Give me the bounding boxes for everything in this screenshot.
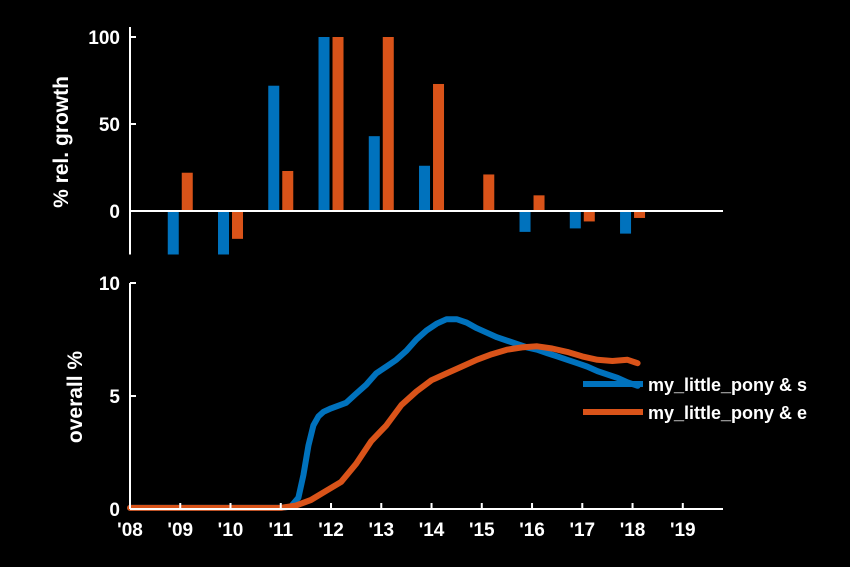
bar-0-4 bbox=[318, 37, 330, 211]
bar-1-3 bbox=[282, 170, 294, 211]
legend-label-e: my_little_pony & e bbox=[648, 403, 807, 423]
line-y-tick-label-1: 5 bbox=[109, 387, 120, 408]
line-x-tick-label-9: '17 bbox=[569, 520, 595, 541]
line-x-tick-label-7: '15 bbox=[469, 520, 495, 541]
bar-y-tick-labels: 0 50 100 bbox=[88, 28, 120, 223]
bar-0-10 bbox=[620, 211, 632, 234]
bar-0-1 bbox=[167, 211, 179, 255]
line-x-tick-label-5: '13 bbox=[368, 520, 394, 541]
bar-1-6 bbox=[433, 83, 445, 211]
line-x-tick-label-8: '16 bbox=[519, 520, 545, 541]
bar-axes bbox=[129, 27, 723, 255]
bar-1-8 bbox=[533, 195, 545, 211]
legend-entry-e: my_little_pony & e bbox=[583, 403, 807, 423]
bar-0-5 bbox=[368, 136, 380, 211]
line-y-tick-label-2: 10 bbox=[99, 274, 120, 295]
line-marks bbox=[127, 316, 641, 511]
bar-0-3 bbox=[268, 85, 280, 211]
bar-y-tick-label-0: 0 bbox=[109, 202, 120, 223]
bar-1-10 bbox=[634, 211, 646, 218]
bar-0-8 bbox=[519, 211, 531, 232]
line-axes bbox=[129, 282, 723, 510]
line-x-tick-label-0: '08 bbox=[117, 520, 143, 541]
line-x-tick-label-11: '19 bbox=[670, 520, 696, 541]
series-line-0 bbox=[127, 316, 641, 511]
series-line-1 bbox=[127, 343, 641, 511]
bar-0-9 bbox=[569, 211, 581, 229]
line-y-tick-label-0: 0 bbox=[109, 500, 120, 521]
bar-0-6 bbox=[419, 165, 431, 211]
line-y-axis-label: overall % bbox=[64, 351, 87, 444]
legend: my_little_pony & s my_little_pony & e bbox=[583, 375, 807, 423]
line-x-tick-label-3: '11 bbox=[268, 520, 293, 541]
bar-y-tick-label-1: 50 bbox=[99, 115, 120, 136]
bar-1-2 bbox=[232, 211, 244, 239]
line-x-tick-label-6: '14 bbox=[419, 520, 445, 541]
line-x-tick-label-1: '09 bbox=[167, 520, 193, 541]
legend-entry-s: my_little_pony & s bbox=[583, 375, 807, 395]
bar-0-2 bbox=[218, 211, 230, 255]
bar-1-5 bbox=[382, 37, 394, 211]
line-chart-panel: 0 5 10 '08 '09 '10 '11 '12 '13 '14 '15 '16 '17 '18 '1… bbox=[64, 274, 807, 541]
line-x-tick-labels: '08 '09 '10 '11 '12 '13 '14 '15 '16 '17 '18 '19 bbox=[117, 520, 695, 541]
bar-y-tick-label-2: 100 bbox=[88, 28, 120, 49]
bar-1-4 bbox=[332, 37, 344, 211]
bar-1-7 bbox=[483, 174, 495, 211]
bar-chart-panel: 0 50 100 % rel. growth bbox=[50, 27, 723, 255]
line-x-tick-label-4: '12 bbox=[318, 520, 344, 541]
line-x-tick-label-10: '18 bbox=[620, 520, 646, 541]
line-y-tick-labels: 0 5 10 bbox=[99, 274, 121, 521]
bar-y-axis-label: % rel. growth bbox=[50, 76, 73, 208]
line-x-tick-label-2: '10 bbox=[218, 520, 244, 541]
bar-marks bbox=[167, 37, 646, 255]
legend-label-s: my_little_pony & s bbox=[648, 375, 807, 395]
bar-1-1 bbox=[181, 172, 193, 211]
bar-1-9 bbox=[583, 211, 595, 222]
